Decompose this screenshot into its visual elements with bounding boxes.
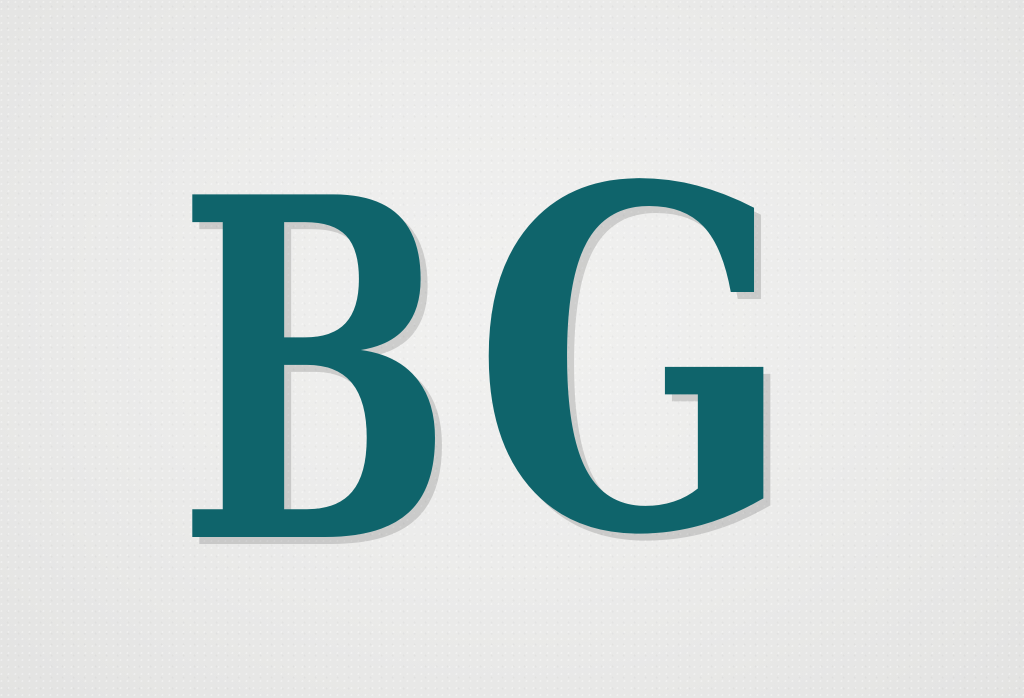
letter-b-shadow: B [184,103,460,655]
letter-g: G [473,86,793,638]
letter-b: B [177,96,453,648]
letter-g-shadow: G [480,93,800,645]
